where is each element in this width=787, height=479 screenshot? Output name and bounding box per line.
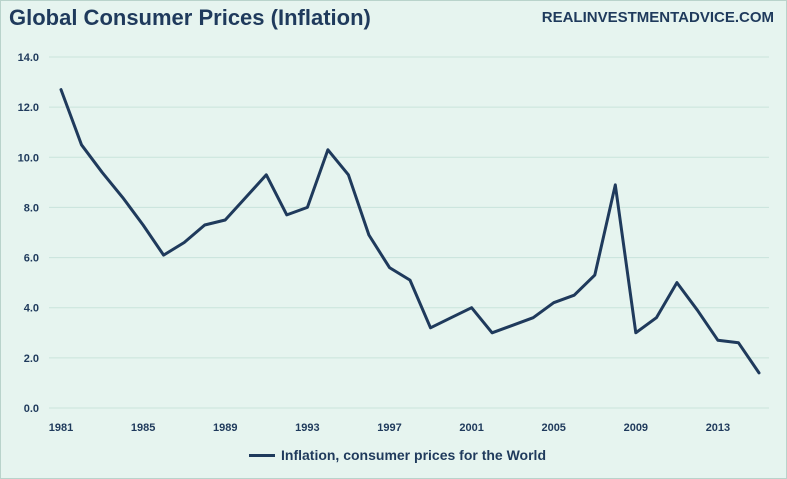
grid-lines (49, 56, 769, 409)
x-tick-label: 2005 (541, 422, 565, 434)
x-tick-label: 1989 (213, 422, 237, 434)
y-tick-label: 6.0 (24, 253, 39, 265)
legend-label: Inflation, consumer prices for the World (281, 447, 546, 463)
y-axis-ticks: 0.0 2.0 4.0 6.0 8.0 10.0 12.0 14.0 (18, 52, 39, 415)
x-tick-label: 1985 (131, 422, 155, 434)
x-axis-ticks: 1981 1985 1989 1993 1997 2001 2005 2009 2013 (49, 422, 730, 434)
chart-title: Global Consumer Prices (Inflation) (9, 5, 371, 30)
x-tick-label: 1993 (295, 422, 319, 434)
x-tick-label: 2009 (624, 422, 648, 434)
x-tick-label: 1997 (377, 422, 401, 434)
x-tick-label: 1981 (49, 422, 73, 434)
y-tick-label: 10.0 (18, 152, 39, 164)
y-tick-label: 12.0 (18, 102, 39, 114)
y-tick-label: 8.0 (24, 202, 39, 214)
source-label: REALINVESTMENTADVICE.COM (541, 9, 774, 26)
legend-swatch (249, 453, 275, 457)
x-tick-label: 2001 (459, 422, 483, 434)
legend: Inflation, consumer prices for the World (249, 447, 546, 463)
x-tick-label: 2013 (706, 422, 730, 434)
y-tick-label: 2.0 (24, 353, 39, 365)
y-tick-label: 14.0 (18, 52, 39, 64)
y-tick-label: 4.0 (24, 303, 39, 315)
y-tick-label: 0.0 (24, 403, 39, 415)
series-line-world-inflation (59, 88, 761, 375)
